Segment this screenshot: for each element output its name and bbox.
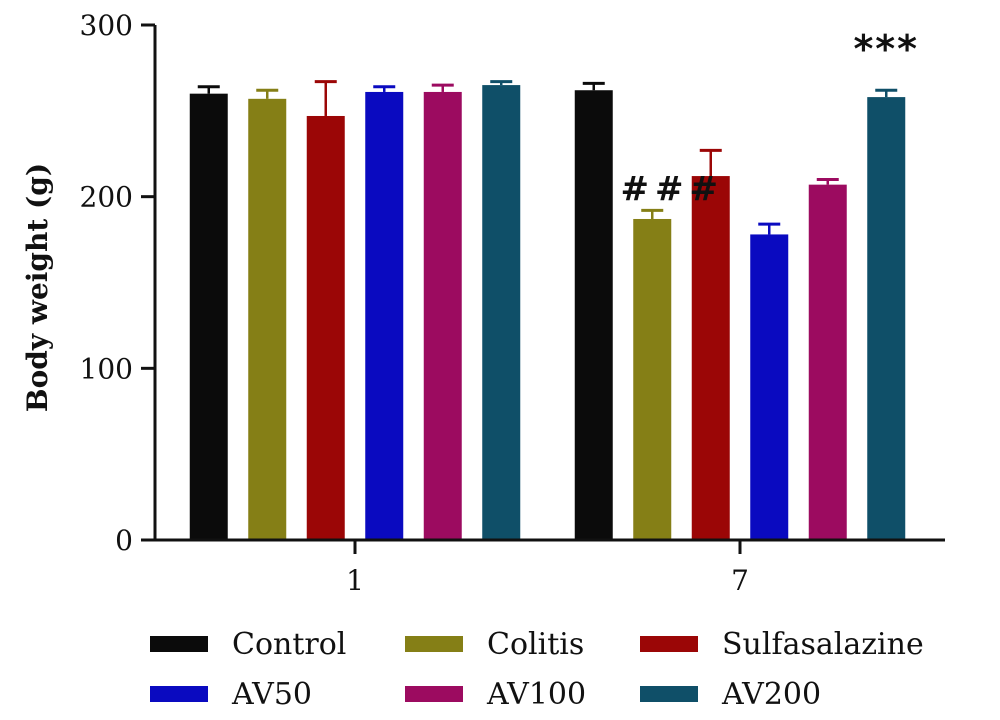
legend-swatch bbox=[150, 686, 208, 702]
legend-item: AV50 bbox=[150, 672, 312, 716]
y-tick-label: 300 bbox=[80, 9, 133, 42]
bar bbox=[574, 90, 613, 540]
legend-item: Control bbox=[150, 622, 346, 666]
legend-swatch bbox=[150, 636, 208, 652]
legend-swatch bbox=[405, 686, 463, 702]
legend-item: AV100 bbox=[405, 672, 586, 716]
legend-swatch bbox=[405, 636, 463, 652]
bar bbox=[633, 218, 672, 540]
bar bbox=[365, 91, 404, 540]
y-tick-label: 100 bbox=[80, 352, 133, 385]
bar bbox=[691, 176, 730, 541]
bar bbox=[189, 93, 228, 541]
legend-label: Colitis bbox=[487, 626, 585, 662]
x-tick-label: 7 bbox=[731, 564, 749, 597]
legend-label: AV50 bbox=[232, 676, 313, 712]
legend-swatch bbox=[640, 686, 698, 702]
y-tick-label: 0 bbox=[115, 524, 133, 557]
legend-label: Control bbox=[232, 626, 347, 662]
significance-marker: *** bbox=[853, 27, 919, 71]
bar bbox=[248, 98, 287, 541]
legend: Control Colitis Sulfasalazine AV50 AV100 AV20… bbox=[150, 622, 950, 718]
legend-label: AV200 bbox=[722, 676, 822, 712]
axes-group bbox=[153, 25, 945, 542]
bar bbox=[750, 234, 789, 540]
legend-label: AV100 bbox=[487, 676, 587, 712]
bar bbox=[423, 91, 462, 540]
annotations-group: ### *** bbox=[621, 27, 919, 209]
legend-item: Sulfasalazine bbox=[640, 622, 924, 666]
significance-marker: ### bbox=[621, 169, 724, 209]
x-tick-label: 1 bbox=[346, 564, 364, 597]
bar bbox=[867, 97, 906, 540]
legend-swatch bbox=[640, 636, 698, 652]
bar bbox=[808, 184, 847, 540]
legend-item: Colitis bbox=[405, 622, 584, 666]
bar bbox=[306, 115, 345, 540]
y-axis-label: Body weight (g) bbox=[21, 163, 54, 412]
legend-item: AV200 bbox=[640, 672, 821, 716]
y-ticks-group: 0 100 200 300 bbox=[80, 9, 155, 557]
y-tick-label: 200 bbox=[80, 181, 133, 214]
bar bbox=[482, 85, 521, 540]
bars-group bbox=[189, 80, 906, 541]
legend-label: Sulfasalazine bbox=[722, 626, 924, 662]
